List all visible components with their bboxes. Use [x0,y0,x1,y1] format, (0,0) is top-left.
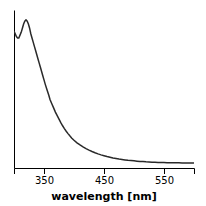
x-tick-mark [164,168,165,174]
x-tick-label: 350 [35,175,54,186]
x-axis: 350 450 550 [15,168,195,186]
x-tick-mark [104,168,105,174]
chart-container: 350 450 550 wavelength [nm] [0,0,206,206]
x-tick: 350 [35,168,54,186]
x-tick: 550 [155,168,174,186]
x-axis-title: wavelength [nm] [51,190,156,203]
chart-svg: 350 450 550 wavelength [nm] [0,0,206,206]
marks [14,20,194,163]
x-tick-mark [44,168,45,174]
plot: 350 450 550 wavelength [nm] [14,11,195,204]
spectrum-line [14,20,194,163]
x-tick-label: 450 [95,175,114,186]
x-axis-line [15,169,195,175]
x-tick: 450 [95,168,114,186]
x-tick-label: 550 [155,175,174,186]
